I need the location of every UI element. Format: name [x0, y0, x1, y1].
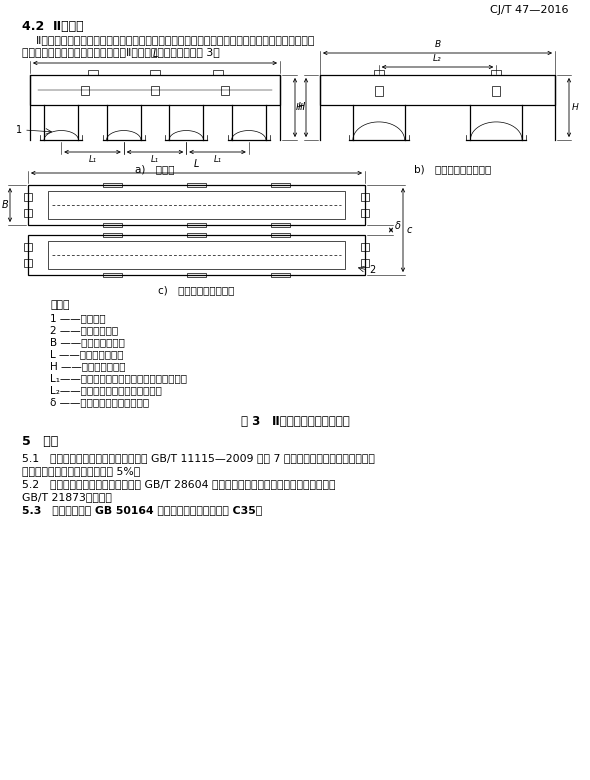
Bar — [491, 70, 502, 75]
Bar — [492, 86, 500, 96]
Text: a) 立面图: a) 立面图 — [135, 164, 175, 174]
Bar — [271, 223, 290, 227]
Bar — [187, 232, 206, 237]
Bar — [28, 185, 365, 225]
Text: L₂: L₂ — [433, 54, 442, 63]
Bar — [24, 260, 32, 267]
Bar — [320, 75, 555, 105]
Text: H: H — [572, 103, 579, 112]
Bar — [212, 70, 222, 75]
Text: 用高密度聚乙烯外壳，充填混凝土。Ⅱ型滤砖结构型式示意见图 3。: 用高密度聚乙烯外壳，充填混凝土。Ⅱ型滤砖结构型式示意见图 3。 — [22, 47, 219, 57]
Text: 2: 2 — [369, 265, 375, 275]
Text: H ——单块滤砖高度；: H ——单块滤砖高度； — [50, 361, 126, 371]
Bar — [103, 183, 122, 187]
Bar — [373, 70, 384, 75]
Text: c) 平面图（两块扣合）: c) 平面图（两块扣合） — [158, 285, 235, 295]
Bar — [24, 243, 32, 250]
Text: L₁: L₁ — [88, 155, 97, 164]
Bar — [81, 86, 89, 94]
Text: c: c — [407, 225, 412, 235]
Text: 5.1 滤砖所用高密度聚乙烯原料应符合 GB/T 11115—2009 中表 7 的规定。添加回用料仅限于本厂: 5.1 滤砖所用高密度聚乙烯原料应符合 GB/T 11115—2009 中表 7… — [22, 453, 375, 463]
Text: 5.2 用于饮用水时橡胶密封圈应符合 GB/T 28604 的规定，用于非饮用水时橡胶密封圈应符合: 5.2 用于饮用水时橡胶密封圈应符合 GB/T 28604 的规定，用于非饮用水… — [22, 479, 336, 489]
Text: 内同类产品回用料，且应不高于 5%。: 内同类产品回用料，且应不高于 5%。 — [22, 466, 140, 476]
Bar — [103, 273, 122, 277]
Text: H: H — [296, 103, 303, 112]
Bar — [361, 209, 369, 217]
Bar — [361, 193, 369, 200]
Bar — [221, 86, 229, 94]
Text: 图 3 Ⅱ型滤砖结构型式示意图: 图 3 Ⅱ型滤砖结构型式示意图 — [241, 415, 349, 428]
Text: 5.3 混凝土应符合 GB 50164 的规定，且强度不应低于 C35。: 5.3 混凝土应符合 GB 50164 的规定，且强度不应低于 C35。 — [22, 505, 262, 515]
Text: 1 ——支撑脚；: 1 ——支撑脚； — [50, 313, 106, 323]
Text: B: B — [1, 200, 8, 210]
Text: 4.2  Ⅱ型滤砖: 4.2 Ⅱ型滤砖 — [22, 20, 84, 33]
Text: 1: 1 — [16, 125, 22, 135]
Bar — [28, 235, 365, 275]
Text: L₂——扣合后的两块滤砖中心距离；: L₂——扣合后的两块滤砖中心距离； — [50, 385, 162, 395]
Text: L: L — [152, 49, 158, 59]
Text: L₁——单块滤砖相邻的两个支撑脚中心距离；: L₁——单块滤砖相邻的两个支撑脚中心距离； — [50, 373, 187, 383]
Text: GB/T 21873的规定。: GB/T 21873的规定。 — [22, 492, 112, 502]
Text: L₁: L₁ — [214, 155, 221, 164]
Bar — [103, 232, 122, 237]
Bar — [187, 183, 206, 187]
Bar — [24, 193, 32, 200]
Text: CJ/T 47—2016: CJ/T 47—2016 — [490, 5, 569, 15]
Bar — [271, 183, 290, 187]
Text: B: B — [434, 40, 441, 49]
Text: Ⅱ型滤砖为一次配水配气滤砖，适用于污水深度处理、污水再生利用等工程中的深床滤池。滤砖采: Ⅱ型滤砖为一次配水配气滤砖，适用于污水深度处理、污水再生利用等工程中的深床滤池。… — [22, 35, 314, 45]
Text: L: L — [194, 159, 199, 169]
Bar — [375, 86, 383, 96]
Text: H: H — [298, 102, 306, 112]
Text: δ: δ — [395, 221, 401, 231]
Text: 说明：: 说明： — [50, 300, 70, 310]
Text: L₁: L₁ — [151, 155, 159, 164]
Bar — [187, 223, 206, 227]
Text: δ ——扣合后的两块滤砖间隙。: δ ——扣合后的两块滤砖间隙。 — [50, 397, 149, 407]
Bar — [361, 260, 369, 267]
Bar — [151, 86, 159, 94]
Bar — [87, 70, 97, 75]
Text: L ——单块滤砖长度；: L ——单块滤砖长度； — [50, 349, 123, 359]
Text: 5 材料: 5 材料 — [22, 435, 58, 448]
Bar — [271, 232, 290, 237]
Bar — [48, 190, 345, 219]
Text: 2 ——充填混凝土；: 2 ——充填混凝土； — [50, 325, 118, 335]
Bar — [103, 223, 122, 227]
Text: B ——单块滤砖宽度；: B ——单块滤砖宽度； — [50, 337, 125, 347]
Bar — [48, 240, 345, 269]
Bar — [271, 273, 290, 277]
Text: b) 剪面图（两块扣合）: b) 剪面图（两块扣合） — [414, 164, 491, 174]
Bar — [150, 70, 160, 75]
Bar — [30, 75, 280, 105]
Bar — [361, 243, 369, 250]
Bar — [24, 209, 32, 217]
Bar — [187, 273, 206, 277]
